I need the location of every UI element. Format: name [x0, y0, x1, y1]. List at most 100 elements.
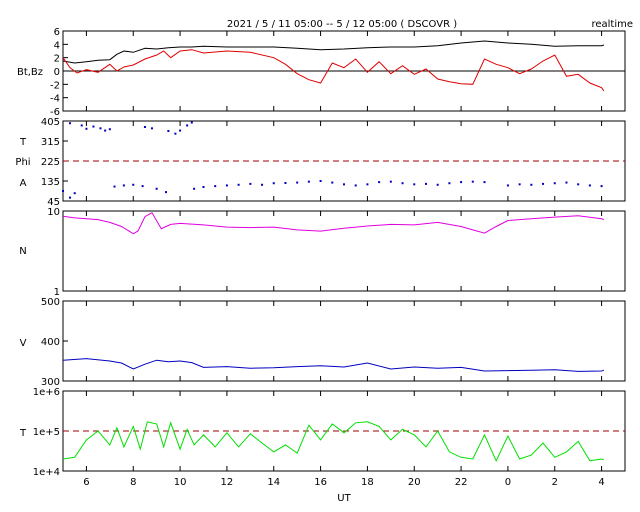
angle-point-36 — [343, 183, 345, 186]
x-tick-label-2: 10 — [174, 477, 187, 488]
angle-point-18 — [122, 184, 125, 187]
temperature-ytick-label-0: 1e+4 — [33, 467, 60, 478]
series-speed — [62, 358, 605, 372]
y-label-temperature: T — [19, 428, 27, 439]
realtime-badge: realtime — [591, 19, 633, 30]
y-label-a: A — [20, 178, 27, 189]
angle-point-20 — [141, 185, 144, 188]
density-ytick-label-0: 1 — [54, 287, 60, 298]
panel-angles: 45 135 225 315 405 — [41, 117, 626, 208]
angle-point-32 — [296, 181, 299, 184]
panel-speed: 300 400 500 — [41, 297, 626, 388]
density-frame — [62, 210, 626, 292]
angle-point-17 — [113, 185, 116, 188]
angles-ytick-label-3: 315 — [41, 137, 60, 148]
angle-point-19 — [132, 183, 135, 186]
x-tick-label-4: 14 — [267, 477, 280, 488]
x-tick-label-9: 0 — [505, 477, 511, 488]
angle-point-2 — [85, 127, 88, 130]
x-tick-label-1: 8 — [130, 477, 136, 488]
angle-point-51 — [530, 183, 533, 186]
x-tick-label-10: 2 — [552, 477, 558, 488]
angle-point-27 — [237, 183, 240, 186]
angle-point-31 — [284, 182, 287, 184]
bt-bz-ytick-label-5: 4 — [54, 40, 60, 51]
speed-ytick-label-2: 500 — [41, 297, 60, 308]
x-tick-label-3: 12 — [221, 477, 234, 488]
angle-point-40 — [389, 180, 392, 183]
angle-point-52 — [542, 182, 545, 185]
angle-point-28 — [249, 182, 252, 185]
angle-point-5 — [104, 129, 107, 132]
speed-ytick-label-1: 400 — [41, 337, 60, 348]
bt-bz-ytick-label-1: -4 — [50, 94, 60, 105]
angle-point-38 — [366, 183, 369, 186]
angle-point-6 — [108, 128, 111, 131]
angle-point-54 — [565, 181, 568, 184]
angle-point-13 — [190, 121, 193, 124]
plot-title: 2021 / 5 / 11 05:00 -- 5 / 12 05:00 ( DS… — [227, 19, 457, 30]
angle-point-12 — [186, 124, 189, 127]
angle-point-34 — [319, 180, 322, 182]
angle-point-42 — [413, 183, 416, 186]
angles-ytick-label-4: 405 — [41, 117, 60, 128]
panel-magnetic-field: -6 -4 -2 0 2 4 6 — [50, 27, 626, 118]
bt-bz-ytick-label-0: -6 — [50, 107, 60, 118]
temperature-ytick-label-2: 1e+6 — [33, 387, 60, 398]
speed-ytick-label-0: 300 — [41, 377, 60, 388]
y-label-t-angle: T — [19, 137, 27, 148]
angle-point-3 — [92, 125, 95, 128]
angle-point-48 — [483, 181, 486, 184]
y-label-n: N — [19, 246, 26, 257]
angle-point-35 — [331, 181, 334, 184]
y-label-bt-bz: Bt,Bz — [17, 67, 43, 78]
angle-point-47 — [471, 180, 474, 183]
series-bz — [62, 49, 605, 92]
angle-point-21 — [155, 187, 158, 190]
series-density — [62, 212, 605, 235]
bt-bz-ytick-label-6: 6 — [54, 27, 60, 38]
angles-ytick-label-1: 135 — [41, 177, 60, 188]
angle-point-57 — [600, 185, 603, 188]
angle-point-15 — [69, 196, 72, 199]
y-label-phi: Phi — [15, 157, 30, 168]
angle-point-56 — [588, 184, 591, 187]
angle-point-4 — [99, 127, 102, 130]
angle-point-55 — [577, 183, 580, 186]
density-ytick-label-1: 10 — [47, 207, 60, 218]
x-axis-label: UT — [337, 493, 351, 504]
angle-point-30 — [272, 182, 275, 185]
y-label-v: V — [20, 338, 27, 349]
angle-point-49 — [506, 184, 509, 187]
angle-point-37 — [354, 184, 357, 187]
angle-point-26 — [225, 184, 228, 187]
angle-point-25 — [214, 185, 217, 188]
angles-ytick-label-0: 45 — [47, 197, 60, 208]
angle-point-41 — [401, 182, 404, 185]
x-axis: 6 8 10 12 14 16 18 20 22 0 2 4 — [83, 477, 605, 488]
angle-point-23 — [193, 187, 196, 190]
angle-point-8 — [150, 127, 153, 130]
angle-point-45 — [448, 182, 451, 185]
angle-point-14 — [62, 190, 64, 192]
bt-bz-ytick-label-2: -2 — [50, 80, 60, 91]
angle-point-9 — [167, 130, 170, 132]
angle-point-0 — [69, 122, 72, 125]
x-tick-label-7: 20 — [408, 477, 421, 488]
angle-point-10 — [174, 132, 177, 135]
angle-point-16 — [73, 192, 76, 195]
angle-point-1 — [80, 124, 83, 127]
bt-bz-ytick-label-3: 0 — [54, 67, 60, 78]
panel-density: 1 10 — [47, 207, 626, 298]
x-tick-label-0: 6 — [83, 477, 89, 488]
speed-frame — [62, 300, 626, 382]
angle-point-33 — [307, 180, 310, 183]
angle-point-50 — [518, 183, 521, 186]
angle-point-39 — [378, 181, 381, 184]
angles-ytick-label-2: 225 — [41, 157, 60, 168]
panel-temperature: 1e+4 1e+5 1e+6 — [33, 387, 626, 478]
angle-point-7 — [143, 126, 146, 128]
x-tick-label-8: 22 — [455, 477, 468, 488]
angle-point-24 — [202, 186, 205, 188]
